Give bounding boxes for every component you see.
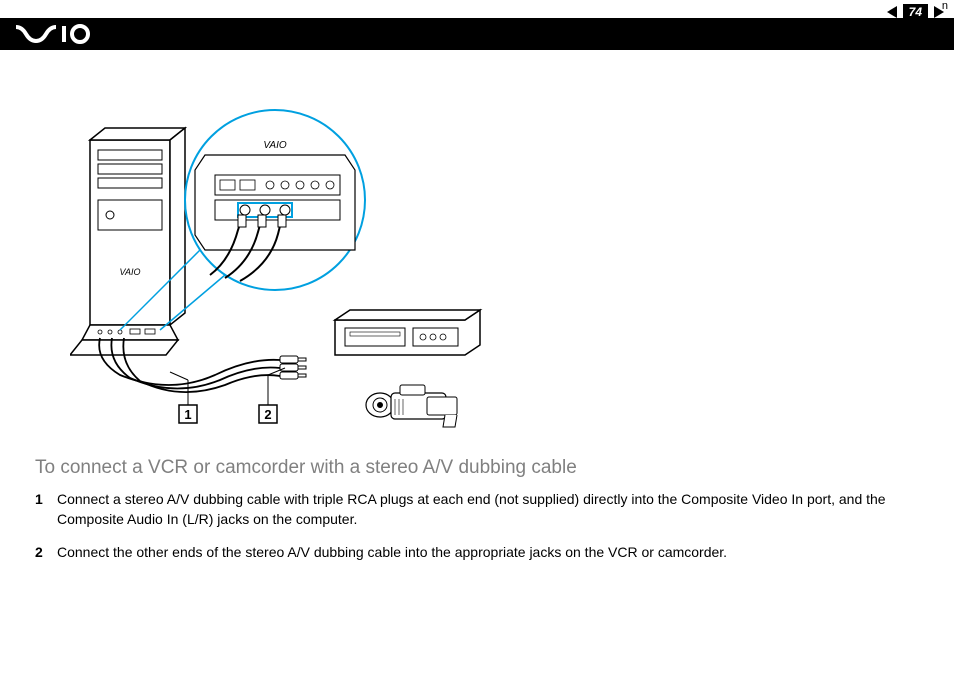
svg-text:VAIO: VAIO <box>263 140 287 151</box>
instruction-list: 1 Connect a stereo A/V dubbing cable wit… <box>35 490 919 577</box>
step-text: Connect a stereo A/V dubbing cable with … <box>57 490 919 529</box>
step-number: 2 <box>35 543 57 563</box>
callout-1: 1 <box>170 372 197 423</box>
svg-text:2: 2 <box>264 407 271 422</box>
vcr-icon <box>335 310 480 355</box>
svg-text:1: 1 <box>184 407 191 422</box>
step-text: Connect the other ends of the stereo A/V… <box>57 543 919 563</box>
prev-page-arrow-icon[interactable] <box>887 6 897 18</box>
instruction-title: To connect a VCR or camcorder with a ste… <box>35 457 577 479</box>
vaio-logo <box>14 23 114 45</box>
instruction-step: 1 Connect a stereo A/V dubbing cable wit… <box>35 490 919 529</box>
connection-diagram: VAIO VAIO <box>70 100 570 450</box>
computer-tower-icon: VAIO <box>70 128 185 355</box>
step-number: 1 <box>35 490 57 529</box>
instruction-step: 2 Connect the other ends of the stereo A… <box>35 543 919 563</box>
section-title: Using Peripheral Devices <box>798 50 942 64</box>
svg-text:VAIO: VAIO <box>119 267 140 277</box>
next-page-arrow-icon[interactable] <box>934 6 944 18</box>
camcorder-icon <box>366 385 457 427</box>
header-bar: Using Peripheral Devices <box>0 18 954 50</box>
